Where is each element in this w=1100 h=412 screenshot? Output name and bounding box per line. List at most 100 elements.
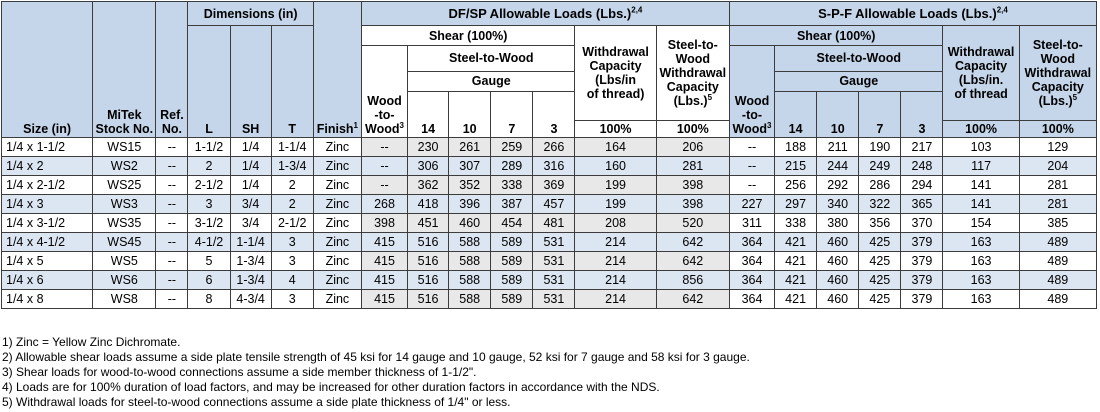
table-cell: 460 [816, 269, 860, 290]
table-row: 1/4 x 3-1/2 WS35 -- 3-1/2 3/4 2-1/2 Zinc 398 451… [0, 212, 1098, 233]
table-cell: 2-1/2 [270, 212, 314, 233]
table-cell: 421 [774, 269, 818, 290]
table-cell: 379 [900, 288, 944, 309]
table-cell: 398 [360, 212, 409, 233]
dimensions-header: Dimensions (in) [187, 1, 314, 26]
finish-header: Finish1 [312, 1, 362, 138]
table-cell: 364 [728, 231, 776, 252]
table-cell: 208 [574, 212, 657, 233]
table-cell: 531 [532, 269, 576, 290]
table-cell: 4-1/2 [187, 231, 231, 252]
table-cell: 1-1/4 [270, 136, 314, 157]
table-cell: 856 [655, 269, 730, 290]
spf-gauge-14-header: 14 [774, 90, 818, 138]
table-cell: 1/4 x 4-1/2 [0, 231, 94, 252]
table-cell: -- [360, 136, 409, 157]
table-cell: 214 [574, 250, 657, 271]
table-cell: 421 [774, 288, 818, 309]
table-cell: 418 [407, 193, 450, 214]
table-cell: -- [728, 155, 776, 176]
table-cell: 307 [448, 155, 492, 176]
table-cell: 425 [858, 231, 902, 252]
table-cell: -- [155, 269, 189, 290]
table-cell: 589 [490, 288, 534, 309]
table-body: 1/4 x 1-1/2 WS15 -- 1-1/2 1/4 1-1/4 Zinc -- 230 2… [0, 136, 1098, 309]
table-cell: WS25 [92, 174, 157, 195]
table-cell: 588 [448, 231, 492, 252]
table-cell: 588 [448, 288, 492, 309]
table-cell: 425 [858, 269, 902, 290]
table-cell: 306 [407, 155, 450, 176]
table-cell: 322 [858, 193, 902, 214]
dfsp-gauge-3-header: 3 [532, 90, 576, 138]
table-cell: 421 [774, 250, 818, 271]
table-cell: 365 [900, 193, 944, 214]
table-cell: 2-1/2 [187, 174, 231, 195]
table-cell: 460 [816, 231, 860, 252]
table-cell: 163 [942, 288, 1020, 309]
table-cell: 489 [1018, 269, 1098, 290]
table-cell: 4-3/4 [229, 288, 272, 309]
table-cell: 268 [360, 193, 409, 214]
table-cell: 281 [1018, 193, 1098, 214]
table-cell: 489 [1018, 231, 1098, 252]
size-header: Size (in) [0, 1, 94, 138]
table-cell: Zinc [312, 231, 362, 252]
table-cell: 163 [942, 231, 1020, 252]
table-cell: 425 [858, 250, 902, 271]
dfsp-loads-header: DF/SP Allowable Loads (Lbs.)2,4 [360, 1, 730, 26]
table-cell: 380 [816, 212, 860, 233]
table-cell: 160 [574, 155, 657, 176]
footnote: 3) Shear loads for wood-to-wood connecti… [2, 365, 477, 379]
table-cell: WS45 [92, 231, 157, 252]
spf-gauge-10-header: 10 [816, 90, 860, 138]
table-cell: 1/4 x 3 [0, 193, 94, 214]
table-cell: 289 [490, 155, 534, 176]
table-cell: 2 [270, 174, 314, 195]
dim-t-header: T [270, 25, 314, 138]
spf-gauge-header: Gauge [774, 70, 944, 92]
table-cell: 103 [942, 136, 1020, 157]
table-cell: 1-1/2 [187, 136, 231, 157]
table-cell: 206 [655, 136, 730, 157]
table-cell: 141 [942, 174, 1020, 195]
table-cell: -- [155, 155, 189, 176]
table-cell: 362 [407, 174, 450, 195]
table-cell: 230 [407, 136, 450, 157]
table-row: 1/4 x 2-1/2 WS25 -- 2-1/2 1/4 2 Zinc -- 362 352 33… [0, 174, 1098, 195]
table-cell: 316 [532, 155, 576, 176]
table-cell: 398 [655, 193, 730, 214]
table-cell: 396 [448, 193, 492, 214]
table-cell: 421 [774, 231, 818, 252]
table-row: 1/4 x 8 WS8 -- 8 4-3/4 3 Zinc 415 516 588 589 531 21… [0, 288, 1098, 309]
table-cell: 589 [490, 231, 534, 252]
table-cell: 4 [270, 269, 314, 290]
table-row: 1/4 x 2 WS2 -- 2 1/4 1-3/4 Zinc -- 306 307 289 316 1… [0, 155, 1098, 176]
table-cell: 1-1/4 [229, 231, 272, 252]
table-row: 1/4 x 4-1/2 WS45 -- 4-1/2 1-1/4 3 Zinc 415 516 58… [0, 231, 1098, 252]
table-cell: 1/4 x 6 [0, 269, 94, 290]
spf-withdrawal-header: Withdrawal Capacity (Lbs/in. of thread [942, 25, 1020, 121]
dfsp-gauge-10-header: 10 [448, 90, 492, 138]
table-cell: WS8 [92, 288, 157, 309]
table-row: 1/4 x 1-1/2 WS15 -- 1-1/2 1/4 1-1/4 Zinc -- 230 2… [0, 136, 1098, 157]
table-cell: 588 [448, 250, 492, 271]
table-cell: 249 [858, 155, 902, 176]
table-cell: 531 [532, 250, 576, 271]
spf-stw-withdrawal-pct: 100% [1018, 119, 1098, 138]
dim-sh-header: SH [229, 25, 272, 138]
dfsp-withdrawal-header: Withdrawal Capacity (Lbs/in of thread) [574, 25, 657, 121]
table-cell: 281 [655, 155, 730, 176]
table-cell: 214 [574, 288, 657, 309]
table-cell: 3-1/2 [187, 212, 231, 233]
table-cell: 460 [448, 212, 492, 233]
table-cell: 215 [774, 155, 818, 176]
table-cell: WS3 [92, 193, 157, 214]
table-cell: 454 [490, 212, 534, 233]
table-cell: 338 [774, 212, 818, 233]
table-cell: 3 [270, 250, 314, 271]
spf-loads-header: S-P-F Allowable Loads (Lbs.)2,4 [728, 1, 1098, 26]
table-cell: 451 [407, 212, 450, 233]
table-cell: Zinc [312, 288, 362, 309]
table-cell: 5 [187, 250, 231, 271]
